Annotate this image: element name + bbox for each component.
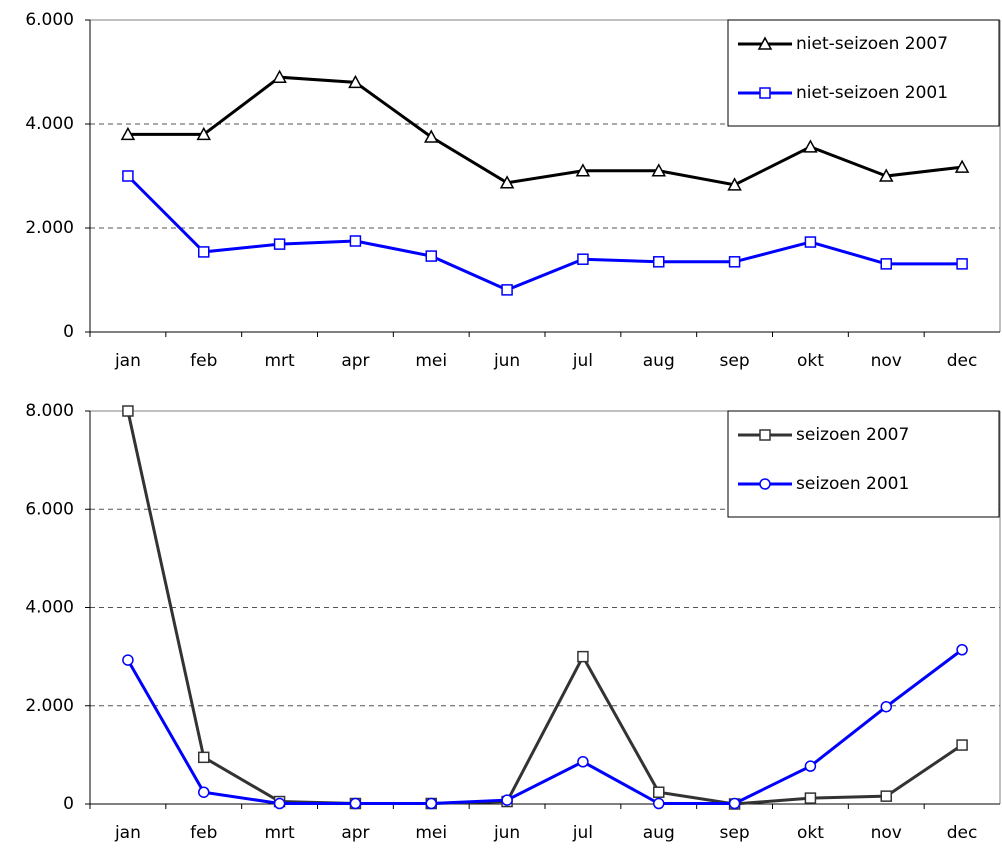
data-point: [198, 751, 210, 764]
data-point: [651, 163, 667, 177]
legend-marker: [759, 478, 771, 490]
legend-label: niet-seizoen 2001: [796, 83, 948, 103]
x-tick-label: aug: [643, 351, 675, 371]
data-point: [804, 760, 817, 772]
x-tick-label: mei: [415, 351, 447, 371]
x-tick-label: apr: [341, 823, 369, 843]
data-point: [728, 797, 741, 810]
legend-marker: [757, 36, 773, 50]
data-point: [501, 794, 513, 806]
y-tick-label: 2.000: [25, 218, 74, 238]
data-point: [954, 159, 970, 173]
data-point: [273, 238, 286, 250]
y-tick-label: 4.000: [25, 598, 74, 618]
y-tick-label: 0: [63, 322, 74, 342]
y-tick-label: 6.000: [25, 499, 74, 519]
data-point: [577, 650, 589, 663]
x-tick-label: sep: [720, 351, 750, 371]
x-tick-label: aug: [643, 823, 675, 843]
series-line: [126, 174, 963, 292]
series-line: [126, 410, 963, 806]
data-point: [577, 253, 589, 265]
x-tick-label: dec: [947, 823, 978, 843]
x-tick-label: jun: [493, 351, 520, 371]
data-point: [122, 405, 134, 417]
y-tick-label: 2.000: [25, 696, 74, 716]
data-point: [348, 74, 363, 89]
data-point: [956, 258, 968, 270]
data-point: [804, 236, 817, 248]
data-point: [425, 250, 437, 262]
data-point: [198, 786, 210, 798]
data-point: [880, 258, 892, 270]
data-point: [575, 163, 591, 177]
data-point: [272, 69, 287, 83]
y-tick-label: 8.000: [25, 401, 74, 421]
data-point: [425, 797, 437, 810]
x-tick-label: feb: [190, 351, 217, 371]
data-point: [423, 129, 439, 143]
data-point: [120, 126, 136, 141]
x-tick-label: jul: [572, 823, 593, 843]
x-tick-label: feb: [190, 823, 217, 843]
data-point: [349, 235, 362, 247]
x-tick-label: okt: [797, 823, 824, 843]
x-tick-label: jun: [493, 823, 520, 843]
data-point: [727, 177, 742, 191]
x-tick-label: nov: [871, 823, 902, 843]
x-tick-label: jul: [572, 351, 593, 371]
legend-box: [727, 410, 1000, 518]
data-point: [198, 246, 210, 258]
y-tick-label: 0: [63, 794, 74, 814]
legend-marker: [759, 429, 771, 441]
data-point: [804, 792, 817, 804]
x-tick-label: mei: [415, 823, 447, 843]
data-point: [577, 756, 589, 768]
x-tick-label: jan: [114, 351, 141, 371]
data-point: [499, 175, 515, 189]
series-line: [126, 648, 963, 806]
x-tick-label: mrt: [264, 351, 295, 371]
data-point: [653, 786, 665, 798]
data-point: [653, 797, 665, 810]
series-line: [127, 75, 963, 187]
x-tick-label: sep: [720, 823, 750, 843]
data-point: [501, 284, 513, 296]
x-tick-label: mrt: [264, 823, 295, 843]
x-tick-label: okt: [797, 351, 824, 371]
data-point: [956, 643, 968, 656]
data-point: [349, 797, 362, 810]
data-point: [122, 170, 134, 182]
data-point: [273, 797, 286, 810]
legend-label: seizoen 2001: [796, 474, 909, 494]
data-point: [880, 790, 892, 802]
legend-box: [727, 19, 1000, 127]
legend-label: niet-seizoen 2007: [796, 34, 948, 54]
data-point: [196, 126, 212, 141]
data-point: [878, 168, 894, 182]
x-tick-label: jan: [114, 823, 141, 843]
legend-label: seizoen 2007: [796, 425, 909, 445]
x-tick-label: apr: [341, 351, 369, 371]
y-tick-label: 6.000: [25, 10, 74, 30]
data-point: [880, 700, 892, 713]
data-point: [728, 256, 741, 268]
x-tick-label: nov: [871, 351, 902, 371]
legend-marker: [759, 87, 771, 99]
data-point: [122, 654, 134, 666]
data-point: [956, 739, 968, 751]
y-tick-label: 4.000: [25, 114, 74, 134]
data-point: [803, 139, 818, 153]
data-point: [653, 256, 665, 268]
x-tick-label: dec: [947, 351, 978, 371]
